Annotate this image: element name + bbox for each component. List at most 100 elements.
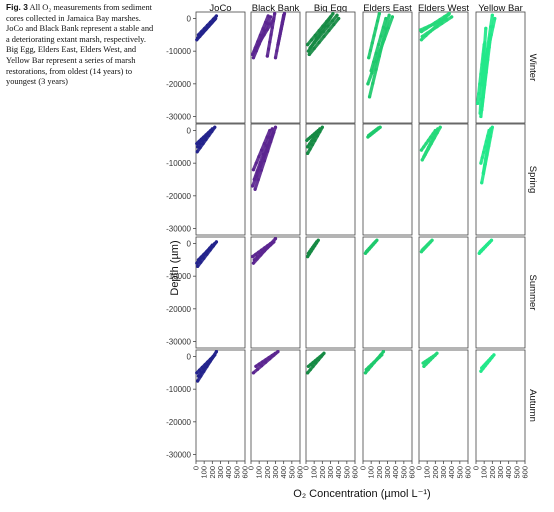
data-point: [268, 128, 272, 133]
data-point: [312, 40, 317, 45]
data-point: [363, 371, 368, 375]
data-point: [266, 14, 270, 18]
y-tick-label: 0: [187, 240, 192, 249]
y-tick-label: -30000: [166, 112, 191, 121]
data-point: [282, 12, 287, 16]
data-point: [306, 254, 310, 259]
data-point: [251, 56, 256, 60]
x-tick-label: 400: [504, 466, 513, 479]
data-point: [266, 149, 270, 153]
x-axis-label: O₂ Concentration (µmol L⁻¹): [293, 488, 430, 500]
data-point: [310, 139, 314, 143]
panel-spring-yellow-bar: [475, 123, 526, 236]
data-point: [214, 350, 219, 354]
facet-header-big-egg: Big Egg: [314, 3, 347, 14]
data-point: [328, 15, 333, 19]
data-point: [369, 69, 373, 73]
panel-winter-black-bank: [250, 11, 301, 124]
data-point: [256, 178, 260, 182]
data-point: [367, 56, 371, 60]
facet-row-winter: Winter: [527, 54, 538, 81]
data-point: [426, 138, 430, 142]
data-point: [279, 27, 283, 31]
data-point: [311, 364, 315, 368]
data-point: [251, 168, 256, 172]
data-point: [269, 140, 273, 144]
x-tick-label: 600: [464, 466, 473, 479]
y-tick-label: -20000: [166, 418, 191, 427]
data-point: [196, 379, 200, 383]
x-tick-label: 300: [216, 466, 225, 479]
panel-summer-elders-west: [418, 236, 469, 349]
data-point: [367, 133, 371, 138]
data-point: [257, 362, 261, 366]
data-point: [265, 54, 269, 58]
facet-header-black-bank: Black Bank: [252, 3, 300, 14]
data-point: [380, 353, 384, 357]
x-tick-label: 0: [472, 466, 481, 470]
data-point: [205, 249, 209, 253]
data-point: [206, 360, 210, 364]
data-point: [272, 130, 276, 134]
data-point: [251, 52, 255, 57]
data-point: [381, 350, 386, 354]
data-point: [273, 351, 278, 355]
data-point: [261, 27, 265, 31]
data-point: [375, 19, 380, 23]
data-point: [208, 357, 213, 361]
data-point: [429, 135, 433, 139]
data-point: [481, 171, 485, 175]
data-point: [378, 48, 382, 52]
y-tick-label: -30000: [166, 450, 191, 459]
y-tick-label: -10000: [166, 159, 191, 168]
data-point: [486, 49, 490, 53]
data-point: [433, 128, 437, 133]
data-point: [281, 17, 285, 21]
x-tick-label: 500: [287, 466, 296, 479]
x-tick-label: 0: [415, 466, 424, 470]
data-point: [484, 26, 488, 30]
data-point: [204, 133, 208, 137]
data-point: [213, 17, 217, 22]
x-tick-label: 500: [399, 466, 408, 479]
data-point: [423, 26, 427, 30]
data-point: [309, 38, 314, 42]
data-point: [308, 142, 312, 146]
data-point: [257, 250, 261, 254]
data-point: [213, 241, 217, 246]
data-point: [367, 95, 372, 99]
y-tick-label: 0: [187, 127, 192, 136]
data-point: [197, 139, 201, 144]
data-point: [371, 81, 375, 85]
data-point: [381, 25, 386, 29]
data-point: [480, 181, 484, 185]
x-tick-label: 100: [310, 466, 319, 479]
data-point: [321, 29, 326, 34]
data-point: [197, 258, 202, 262]
data-point: [480, 105, 484, 109]
data-point: [270, 26, 274, 30]
data-point: [483, 145, 487, 149]
data-point: [321, 24, 325, 28]
data-point: [420, 158, 424, 162]
x-tick-label: 600: [521, 466, 530, 479]
data-point: [263, 246, 267, 250]
data-point: [480, 366, 484, 370]
data-point: [197, 368, 202, 372]
panel-summer-big-egg: [305, 236, 356, 349]
x-tick-label: 500: [342, 466, 351, 479]
data-point: [195, 38, 199, 42]
data-point: [484, 57, 488, 61]
data-point: [322, 34, 326, 39]
data-point: [377, 12, 381, 16]
data-point: [253, 187, 257, 191]
data-point: [251, 254, 255, 259]
data-point: [331, 12, 335, 16]
data-point: [306, 43, 310, 47]
data-point: [485, 149, 489, 153]
y-tick-label: -30000: [166, 224, 191, 233]
data-point: [199, 370, 203, 375]
y-tick-label: -20000: [166, 305, 191, 314]
data-point: [254, 252, 258, 257]
data-point: [195, 371, 199, 375]
